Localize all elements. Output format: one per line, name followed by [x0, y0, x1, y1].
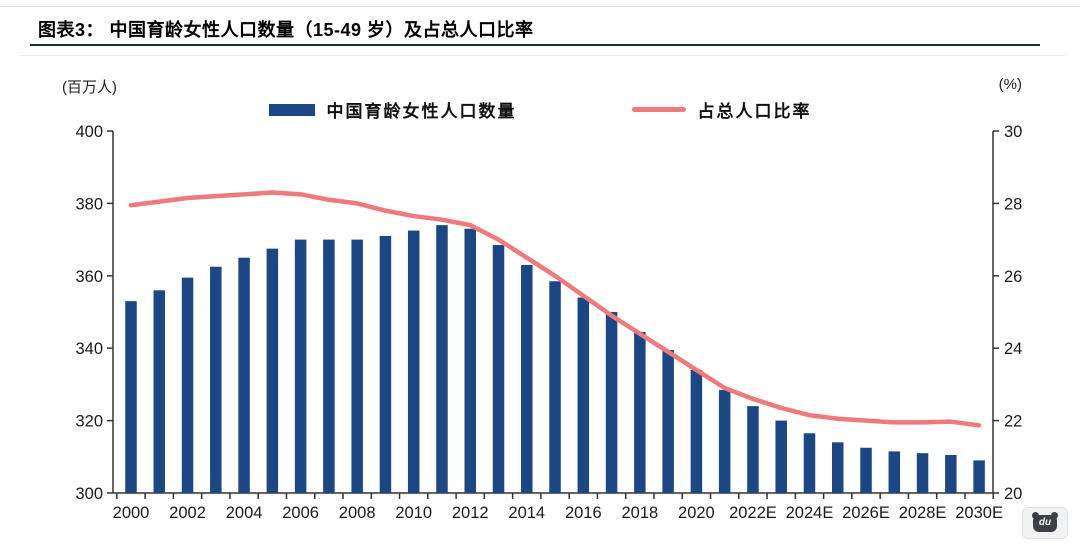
bar-2009: [379, 235, 392, 494]
legend-bar-label: 中国育龄女性人口数量: [326, 102, 517, 121]
title-divider: [30, 44, 1040, 46]
legend: 中国育龄女性人口数量 占总人口比率: [0, 97, 1080, 122]
left-axis-tick-label: 360: [75, 268, 103, 286]
right-axis-tick-label: 30: [1004, 123, 1022, 141]
legend-bar-swatch: [268, 103, 315, 116]
x-axis-tick-label: 2000: [113, 504, 150, 522]
right-axis-tick-label: 22: [1004, 413, 1022, 431]
legend-item-ratio: 占总人口比率: [631, 97, 812, 122]
bar-2030E: [973, 460, 985, 493]
x-axis-tick-label: 2008: [339, 504, 376, 522]
bar-2017: [605, 312, 618, 493]
x-axis-tick-label: 2028E: [899, 504, 947, 522]
bar-2025E: [832, 442, 844, 493]
right-axis-tick-label: 26: [1004, 268, 1022, 286]
bar-2013: [492, 245, 505, 493]
ratio-line: [128, 190, 982, 428]
bar-2003: [210, 266, 222, 493]
bar-2008: [351, 239, 363, 493]
right-axis-unit-label: (%): [998, 76, 1022, 93]
left-axis-tick-label: 320: [75, 413, 103, 431]
x-axis-tick-label: 2012: [452, 504, 489, 522]
left-axis-unit-label: (百万人): [62, 79, 117, 96]
right-axis-tick-label: 24: [1004, 340, 1022, 358]
left-axis-tick-label: 300: [75, 485, 103, 503]
left-axis-tick-label: 340: [75, 340, 103, 358]
bar-2018: [634, 331, 646, 493]
chart-title: 图表3： 中国育龄女性人口数量（15-49 岁）及占总人口比率: [38, 20, 534, 40]
x-axis-tick-label: 2016: [565, 504, 602, 522]
bar-2012: [464, 228, 476, 494]
x-axis-tick-label: 2024E: [786, 504, 834, 522]
right-axis-tick-label: 20: [1004, 485, 1022, 503]
x-axis-tick-label: 2004: [226, 504, 263, 522]
bar-2014: [521, 264, 533, 493]
bar-2026E: [860, 447, 872, 493]
x-axis-tick-label: 2014: [508, 504, 545, 522]
bar-2002: [181, 277, 194, 493]
legend-line-swatch: [631, 107, 686, 112]
bar-2004: [238, 257, 250, 493]
bar-2022E: [747, 406, 759, 493]
title-divider-soft: [20, 55, 1065, 56]
bar-2029E: [945, 454, 957, 493]
bar-2020: [690, 369, 703, 493]
bar-2007: [323, 239, 335, 493]
left-axis-tick-label: 400: [75, 123, 103, 141]
x-axis-tick-label: 2018: [622, 504, 659, 522]
x-axis-tick-label: 2022E: [729, 504, 777, 522]
bar-2027E: [888, 451, 901, 493]
bar-2006: [294, 239, 307, 493]
bar-2024E: [803, 433, 816, 493]
bar-2016: [577, 297, 590, 493]
watermark-label: du: [1038, 517, 1052, 528]
watermark-badge: du: [1022, 507, 1068, 539]
bar-2015: [549, 281, 561, 493]
bar-2028E: [916, 453, 929, 493]
bar-2005: [266, 248, 279, 493]
x-axis-tick-label: 2010: [395, 504, 432, 522]
page-top-edge: [0, 6, 1080, 7]
legend-line-label: 占总人口比率: [697, 102, 812, 121]
x-axis-tick-label: 2002: [169, 504, 206, 522]
bar-2010: [407, 230, 420, 494]
bar-2021: [718, 389, 731, 493]
bar-2000: [125, 301, 137, 493]
bar-2011: [436, 225, 448, 493]
right-axis-tick-label: 28: [1004, 195, 1022, 213]
x-axis-tick-label: 2020: [678, 504, 715, 522]
x-axis-tick-label: 2030E: [955, 504, 1003, 522]
x-axis-tick-label: 2006: [282, 504, 319, 522]
x-axis-tick-label: 2026E: [842, 504, 890, 522]
left-axis-tick-label: 380: [75, 195, 103, 213]
bar-2001: [153, 290, 166, 493]
bar-2023E: [775, 420, 787, 493]
legend-item-population: 中国育龄女性人口数量: [268, 97, 517, 122]
bar-2019: [662, 350, 674, 493]
bear-icon: du: [1032, 511, 1058, 532]
